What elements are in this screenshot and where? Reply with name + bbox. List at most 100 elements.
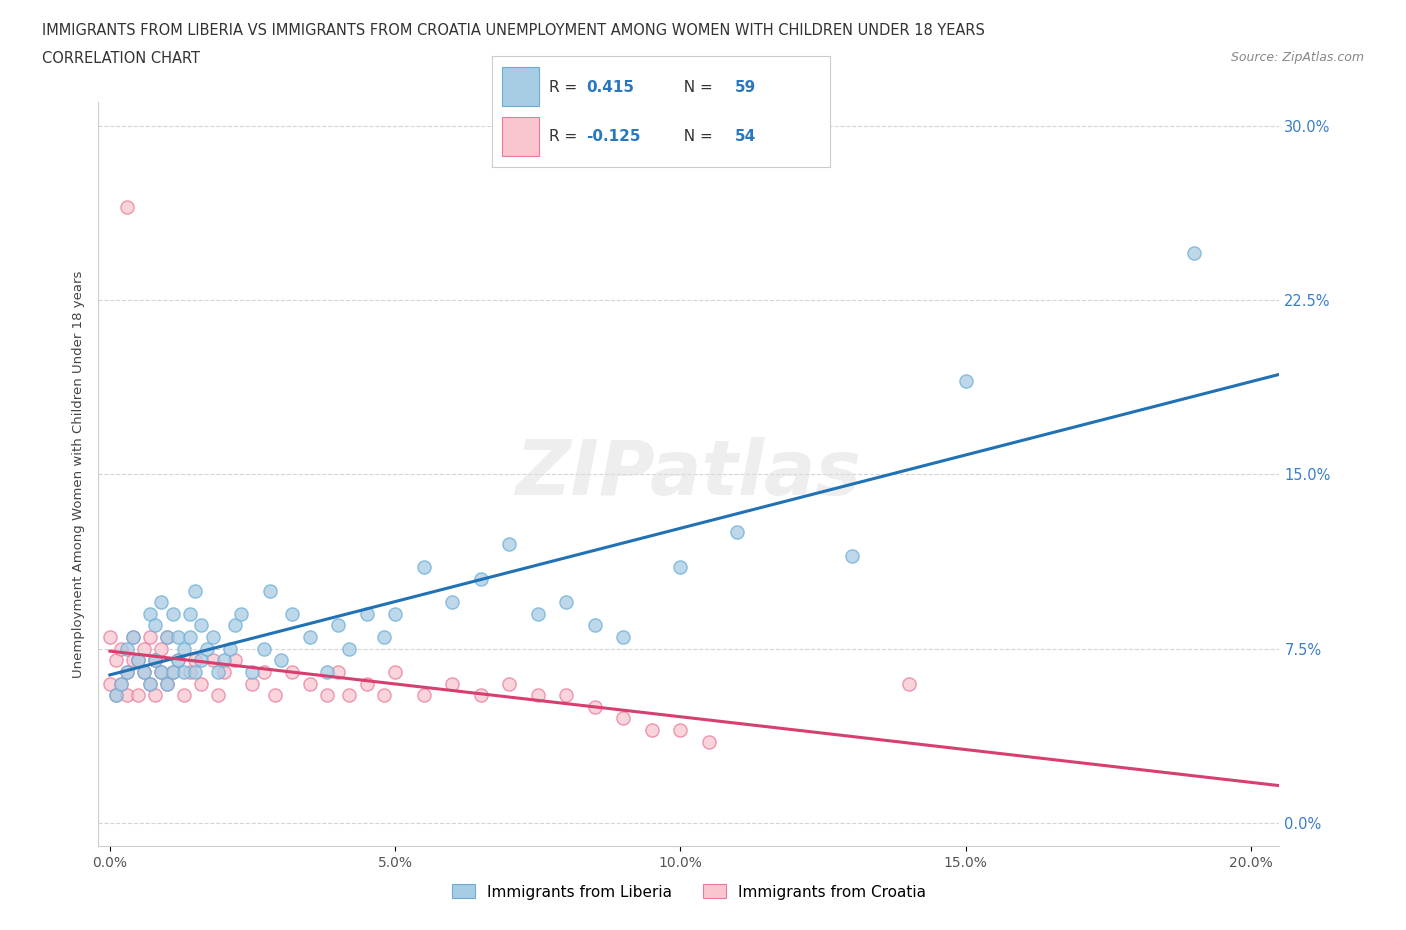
- Point: [270, 653, 292, 668]
- Point: [1182, 246, 1205, 261]
- Point: [339, 688, 361, 703]
- Point: [150, 642, 173, 657]
- Text: N =: N =: [675, 80, 718, 95]
- Point: [212, 653, 235, 668]
- Point: [281, 606, 304, 621]
- Text: R =: R =: [550, 80, 582, 95]
- Point: [173, 642, 195, 657]
- Point: [897, 676, 920, 691]
- Point: [167, 653, 190, 668]
- Text: 0.415: 0.415: [586, 80, 634, 95]
- Point: [315, 688, 337, 703]
- Text: CORRELATION CHART: CORRELATION CHART: [42, 51, 200, 66]
- Point: [139, 676, 162, 691]
- Point: [201, 630, 224, 644]
- Point: [242, 676, 264, 691]
- Point: [841, 549, 863, 564]
- Point: [224, 653, 246, 668]
- Text: IMMIGRANTS FROM LIBERIA VS IMMIGRANTS FROM CROATIA UNEMPLOYMENT AMONG WOMEN WITH: IMMIGRANTS FROM LIBERIA VS IMMIGRANTS FR…: [42, 23, 986, 38]
- Point: [412, 560, 434, 575]
- Point: [167, 653, 190, 668]
- Point: [162, 606, 184, 621]
- Point: [498, 537, 520, 551]
- Point: [184, 583, 207, 598]
- Point: [298, 676, 321, 691]
- Point: [162, 665, 184, 680]
- Point: [132, 642, 155, 657]
- Point: [207, 688, 229, 703]
- Point: [190, 618, 212, 633]
- Text: 54: 54: [735, 128, 756, 143]
- Point: [115, 688, 138, 703]
- Point: [641, 723, 664, 737]
- Point: [612, 711, 634, 726]
- Point: [373, 630, 395, 644]
- Point: [555, 688, 578, 703]
- Point: [121, 630, 143, 644]
- Point: [218, 642, 240, 657]
- Point: [179, 630, 201, 644]
- Point: [526, 688, 548, 703]
- Point: [156, 630, 179, 644]
- Point: [201, 653, 224, 668]
- Point: [121, 630, 143, 644]
- Point: [127, 653, 149, 668]
- Point: [253, 665, 276, 680]
- Text: N =: N =: [675, 128, 718, 143]
- Point: [669, 560, 692, 575]
- Point: [195, 642, 218, 657]
- Point: [104, 688, 127, 703]
- Point: [212, 665, 235, 680]
- Point: [173, 688, 195, 703]
- Point: [132, 665, 155, 680]
- Point: [184, 653, 207, 668]
- Point: [470, 571, 492, 587]
- Point: [526, 606, 548, 621]
- Point: [150, 665, 173, 680]
- Point: [242, 665, 264, 680]
- Point: [955, 374, 977, 389]
- Point: [498, 676, 520, 691]
- Point: [339, 642, 361, 657]
- Point: [104, 688, 127, 703]
- Point: [281, 665, 304, 680]
- Point: [150, 595, 173, 610]
- Point: [115, 642, 138, 657]
- FancyBboxPatch shape: [502, 117, 540, 156]
- Point: [697, 735, 720, 750]
- Point: [156, 630, 179, 644]
- Point: [441, 676, 464, 691]
- Point: [145, 688, 167, 703]
- Point: [139, 606, 162, 621]
- Point: [115, 665, 138, 680]
- Point: [127, 688, 149, 703]
- Point: [583, 618, 606, 633]
- Point: [156, 676, 179, 691]
- Point: [110, 676, 132, 691]
- Point: [98, 630, 121, 644]
- Point: [110, 676, 132, 691]
- Point: [207, 665, 229, 680]
- FancyBboxPatch shape: [502, 67, 540, 106]
- Point: [384, 606, 406, 621]
- Point: [132, 665, 155, 680]
- Text: R =: R =: [550, 128, 582, 143]
- Point: [156, 676, 179, 691]
- Point: [326, 665, 349, 680]
- Point: [259, 583, 281, 598]
- Point: [669, 723, 692, 737]
- Point: [179, 606, 201, 621]
- Point: [121, 653, 143, 668]
- Point: [173, 665, 195, 680]
- Point: [167, 630, 190, 644]
- Text: ZIPatlas: ZIPatlas: [516, 437, 862, 512]
- Point: [583, 699, 606, 714]
- Point: [412, 688, 434, 703]
- Point: [190, 676, 212, 691]
- Point: [139, 630, 162, 644]
- Point: [110, 642, 132, 657]
- Point: [224, 618, 246, 633]
- Point: [384, 665, 406, 680]
- Point: [612, 630, 634, 644]
- Point: [145, 653, 167, 668]
